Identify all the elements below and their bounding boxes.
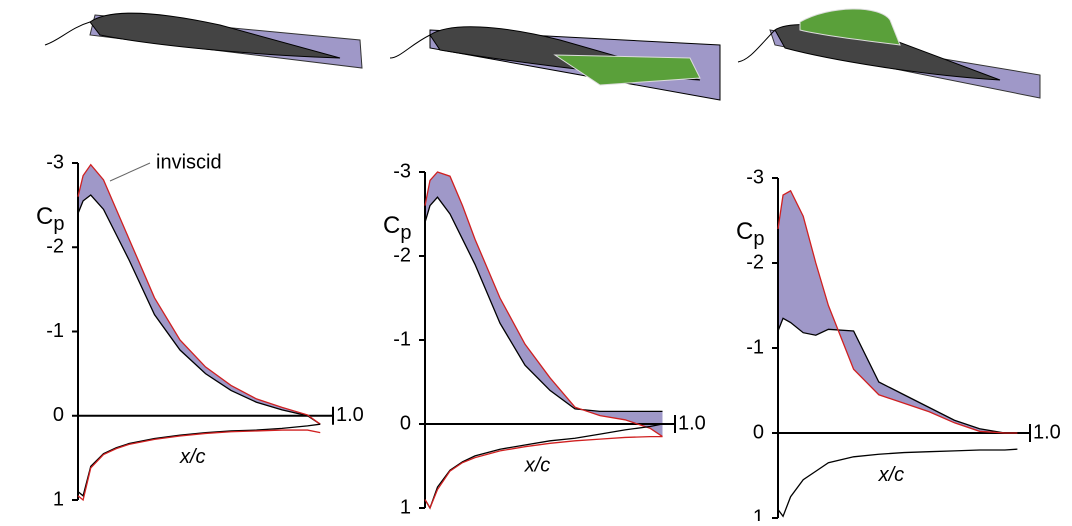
fill-between — [78, 164, 321, 425]
fill-between — [425, 172, 663, 437]
y-tick-label: -2 — [393, 244, 411, 266]
curve — [424, 196, 663, 413]
y-label-main: C — [36, 203, 53, 230]
curve — [777, 317, 1018, 434]
curve — [77, 429, 321, 502]
y-tick-label: 1 — [753, 506, 764, 521]
curve — [777, 448, 1018, 518]
y-tick-label: 0 — [400, 412, 411, 434]
y-label-sub: p — [753, 228, 764, 250]
curve — [424, 423, 663, 510]
y-tick-label: 1 — [53, 488, 64, 510]
curve — [77, 163, 321, 425]
curve — [777, 189, 1018, 434]
airfoil — [89, 12, 341, 59]
y-tick-label: 1 — [400, 496, 411, 518]
y-tick-label: 0 — [53, 404, 64, 426]
streamline — [737, 29, 776, 63]
x-tick-label: 1.0 — [678, 412, 706, 434]
y-tick-label: -1 — [746, 336, 764, 358]
y-tick-label: 0 — [753, 421, 764, 443]
y-axis-label: Cp — [383, 212, 411, 244]
y-label-sub: p — [400, 222, 411, 244]
y-tick-label: -2 — [46, 236, 64, 258]
x-tick-label: 1.0 — [336, 404, 364, 426]
annotation-leader — [109, 162, 151, 182]
streamline — [389, 34, 431, 59]
separation-region — [553, 54, 701, 86]
y-axis-label: Cp — [736, 218, 764, 250]
x-axis-label: x/c — [878, 464, 905, 486]
curve — [424, 171, 663, 438]
y-tick-label: -1 — [393, 328, 411, 350]
y-tick-label: -3 — [746, 166, 764, 188]
annotation: inviscid — [156, 151, 222, 173]
y-tick-label: -3 — [46, 151, 64, 173]
x-axis-label: x/c — [524, 454, 551, 476]
x-axis-label: x/c — [179, 446, 206, 468]
curve — [77, 423, 321, 497]
y-tick-label: -2 — [746, 251, 764, 273]
y-label-main: C — [736, 218, 753, 245]
curve — [77, 194, 321, 425]
y-tick-label: -1 — [46, 320, 64, 342]
streamline — [44, 21, 91, 46]
fill-between — [778, 190, 1018, 433]
y-tick-label: -3 — [393, 160, 411, 182]
separation-region — [799, 8, 901, 46]
airfoil-sketches — [44, 8, 1041, 101]
curve — [424, 435, 663, 510]
y-label-main: C — [383, 212, 400, 239]
x-tick-label: 1.0 — [1033, 421, 1061, 443]
y-label-sub: p — [53, 213, 64, 235]
y-axis-label: Cp — [36, 203, 64, 235]
